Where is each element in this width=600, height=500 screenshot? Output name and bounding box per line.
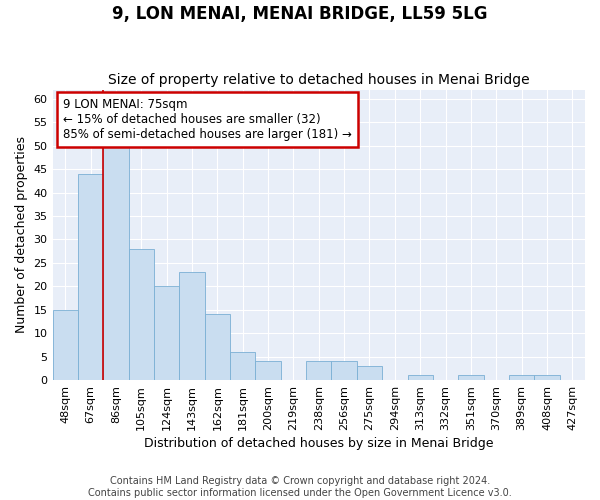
Bar (205, 314, 230, 380)
Bar (128, 249, 154, 380)
Text: 9 LON MENAI: 75sqm
← 15% of detached houses are smaller (32)
85% of semi-detache: 9 LON MENAI: 75sqm ← 15% of detached hou… (63, 98, 352, 142)
X-axis label: Distribution of detached houses by size in Menai Bridge: Distribution of detached houses by size … (144, 437, 494, 450)
Bar (509, 376, 534, 380)
Bar (331, 362, 357, 380)
Bar (78, 174, 103, 380)
Text: Contains HM Land Registry data © Crown copyright and database right 2024.
Contai: Contains HM Land Registry data © Crown c… (88, 476, 512, 498)
Y-axis label: Number of detached properties: Number of detached properties (15, 136, 28, 334)
Bar (154, 286, 179, 380)
Bar (53, 310, 78, 380)
Bar (534, 376, 560, 380)
Bar (407, 376, 433, 380)
Bar (103, 146, 128, 380)
Title: Size of property relative to detached houses in Menai Bridge: Size of property relative to detached ho… (108, 73, 530, 87)
Bar (357, 366, 382, 380)
Bar (458, 376, 484, 380)
Bar (230, 352, 256, 380)
Bar (306, 362, 331, 380)
Bar (256, 362, 281, 380)
Text: 9, LON MENAI, MENAI BRIDGE, LL59 5LG: 9, LON MENAI, MENAI BRIDGE, LL59 5LG (112, 5, 488, 23)
Bar (179, 272, 205, 380)
